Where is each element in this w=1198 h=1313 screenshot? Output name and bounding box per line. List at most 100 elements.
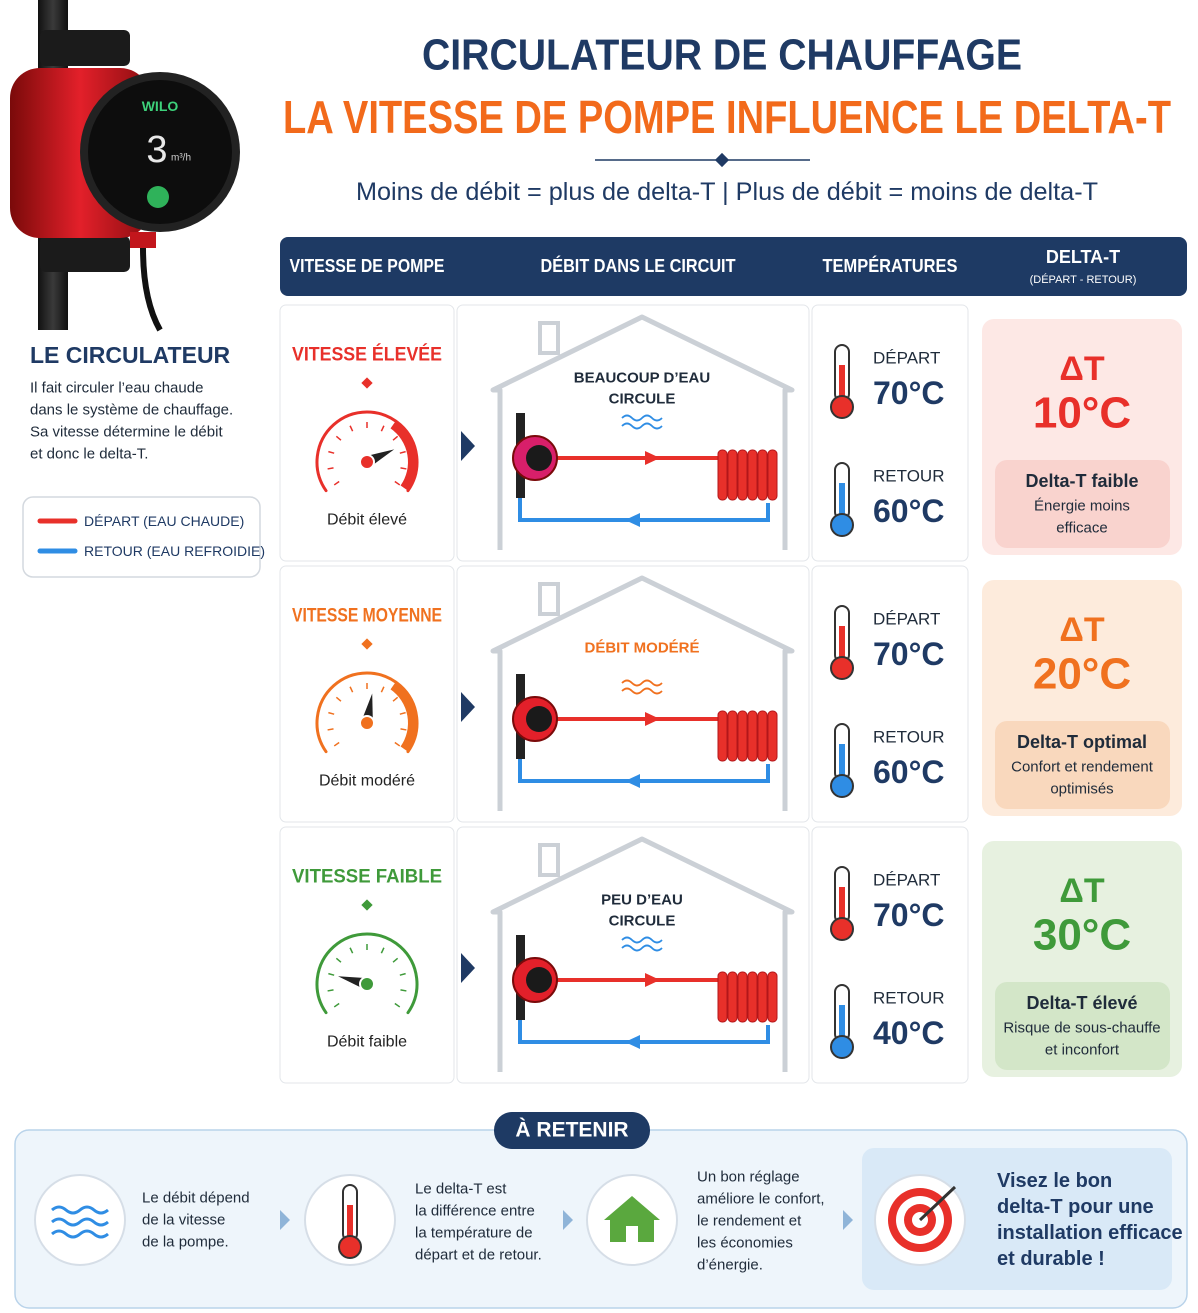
verdict-text: efficace <box>1056 520 1107 537</box>
summary-text: de la pompe. <box>142 1234 229 1251</box>
summary-arrow <box>563 1210 573 1230</box>
column-header: TEMPÉRATURES <box>823 255 958 276</box>
summary-text: améliore le confort, <box>697 1191 825 1208</box>
sidebar-title: LE CIRCULATEUR <box>30 342 231 368</box>
thermometer-bulb <box>830 513 854 537</box>
flow-label: Débit élevé <box>327 512 407 529</box>
table-row: VITESSE MOYENNE Débit modéré DÉBIT MODÉRÉ D… <box>279 565 1182 823</box>
depart-label: DÉPART <box>873 871 940 890</box>
gauge-hub <box>359 976 375 992</box>
gauge-tick <box>333 1002 340 1008</box>
mini-pump-dial <box>526 967 552 993</box>
sidebar-text: Il fait circuler l’eau chaude dans le sys… <box>30 380 233 463</box>
thermometer-bulb <box>830 774 854 798</box>
summary-text: installation efficace <box>997 1222 1183 1244</box>
summary-text: Un bon réglage <box>697 1169 800 1186</box>
wave-icon <box>621 936 663 944</box>
gauge-tick <box>392 435 399 441</box>
retour-temp: 60°C <box>873 493 945 529</box>
column-header: DELTA-T <box>1046 247 1120 267</box>
summary-text: delta-T pour une <box>997 1196 1154 1218</box>
gauge-accent <box>390 420 418 492</box>
radiator-fin <box>747 710 758 762</box>
icon-waves <box>51 1217 109 1227</box>
summary-title: À RETENIR <box>515 1119 628 1142</box>
retour-label: RETOUR <box>873 467 944 486</box>
legend-box <box>22 496 261 578</box>
summary-text: d’énergie. <box>697 1257 763 1274</box>
return-arrow <box>625 1035 640 1049</box>
speed-label: VITESSE MOYENNE <box>292 606 442 627</box>
thermometer-bulb <box>830 395 854 419</box>
radiator-fin <box>717 710 728 762</box>
pump-display: 3 <box>146 129 167 171</box>
gauge-tick <box>327 989 334 992</box>
gauge-tick <box>380 425 385 432</box>
gauge-tick <box>328 972 335 976</box>
radiator-fin <box>727 971 738 1023</box>
radiator-fin <box>717 449 728 501</box>
house-outline <box>490 836 795 1072</box>
house-chimney <box>538 582 560 616</box>
temperature-card <box>811 304 969 562</box>
mini-pump-dial <box>526 706 552 732</box>
depart-temp: 70°C <box>873 375 945 411</box>
gauge-tick <box>399 450 406 454</box>
radiator-fin <box>747 449 758 501</box>
gauge-tick <box>349 425 354 432</box>
flow-label: Débit faible <box>327 1034 407 1051</box>
diamond <box>361 899 373 911</box>
gauge-tick <box>400 467 407 470</box>
thermometer-bulb <box>830 1035 854 1059</box>
gauge-arc <box>315 932 419 1015</box>
radiator-fin <box>767 710 778 762</box>
thermometer-fluid <box>839 483 845 523</box>
diamond <box>361 638 373 650</box>
verdict-title: Delta-T élevé <box>1026 993 1137 1013</box>
sidebar-line: dans le système de chauffage. <box>30 402 233 419</box>
pump-brand: WILO <box>142 98 179 114</box>
radiator-fin <box>737 710 748 762</box>
gauge-tick <box>394 480 401 486</box>
radiator-fin <box>737 971 748 1023</box>
circuit-label: CIRCULE <box>609 913 676 930</box>
thermometer-fluid <box>839 887 845 927</box>
delta-value: 20°C <box>1033 650 1131 699</box>
gauge-tick <box>328 711 335 715</box>
thermometer-bulb <box>338 1235 362 1259</box>
thermometer-fluid <box>347 1205 353 1245</box>
speed-card <box>279 826 455 1084</box>
gauge-tick <box>399 711 406 715</box>
subtitle: LA VITESSE DE POMPE INFLUENCE LE DELTA-T <box>283 91 1171 143</box>
row-arrow <box>461 431 475 461</box>
retour-temp: 60°C <box>873 754 945 790</box>
gauge-tick <box>335 696 342 702</box>
flow-label: Débit modéré <box>319 773 415 790</box>
table-row: VITESSE FAIBLE Débit faible PEU D’EAU CIRCU… <box>279 826 1182 1084</box>
gauge-accent <box>390 681 418 753</box>
gauge-tick <box>327 467 334 470</box>
verdict-text: et inconfort <box>1045 1042 1120 1059</box>
thermometer-bulb <box>830 656 854 680</box>
radiator-fin <box>737 449 748 501</box>
pump-unit: m³/h <box>171 153 191 164</box>
delta-symbol: ΔT <box>1059 872 1104 910</box>
summary-text: les économies <box>697 1235 793 1252</box>
retour-temp: 40°C <box>873 1015 945 1051</box>
gauge-tick <box>349 686 354 693</box>
gauge-tick <box>400 728 407 731</box>
summary-arrow <box>280 1210 290 1230</box>
gauge-tick <box>328 450 335 454</box>
house-outline <box>490 575 795 811</box>
circuit-label: CIRCULE <box>609 391 676 408</box>
mini-pump-dial <box>526 445 552 471</box>
summary-text: Le delta-T est <box>415 1181 507 1198</box>
delta-value: 10°C <box>1033 389 1131 438</box>
gauge-tick <box>380 686 385 693</box>
gauge-tick <box>335 435 342 441</box>
verdict-text: Risque de sous-chauffe <box>1003 1020 1160 1037</box>
circuit-label: DÉBIT MODÉRÉ <box>584 640 699 657</box>
depart-temp: 70°C <box>873 636 945 672</box>
